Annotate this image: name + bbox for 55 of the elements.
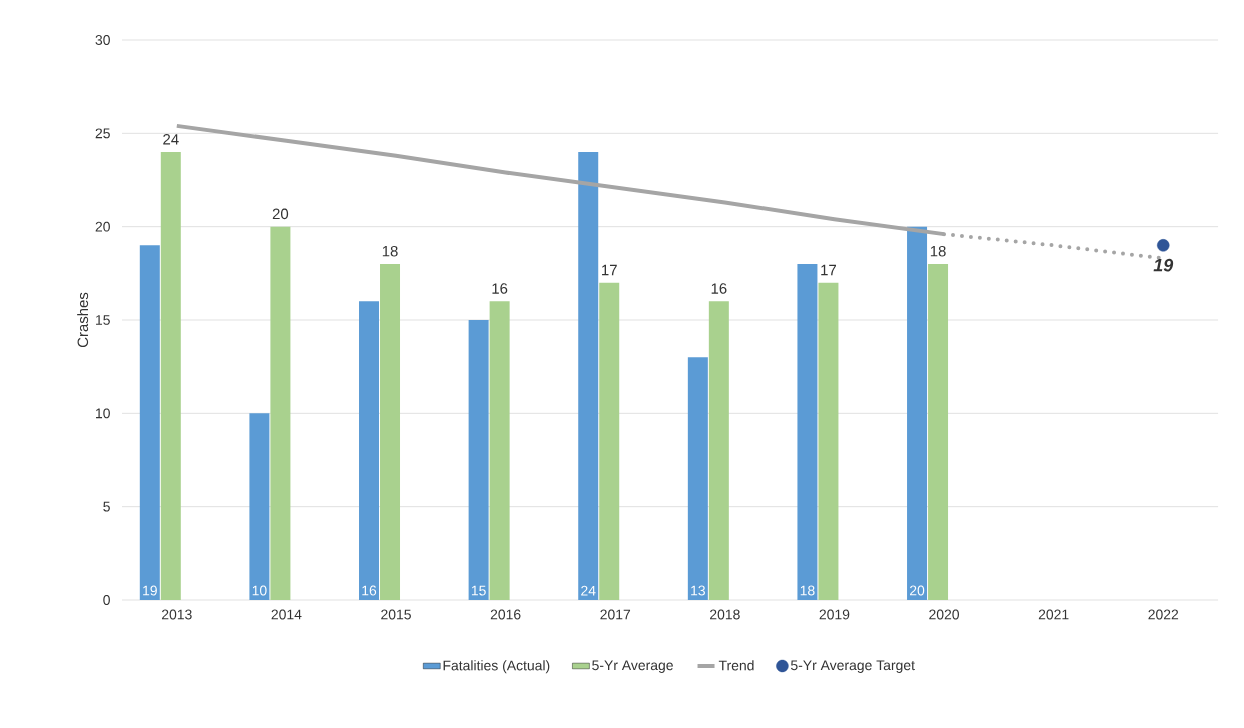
x-tick-label: 2014 <box>271 609 302 620</box>
legend-label: Trend <box>718 660 754 671</box>
x-tick-label: 2022 <box>1148 609 1179 620</box>
x-tick-label: 2019 <box>819 609 850 620</box>
data-label: 19 <box>1153 258 1174 272</box>
bar <box>270 226 291 600</box>
data-label: 18 <box>800 585 815 596</box>
x-tick-label: 2018 <box>710 609 740 620</box>
y-tick-label: 15 <box>96 315 110 325</box>
y-tick-label: 30 <box>95 35 110 45</box>
data-label: 17 <box>821 264 836 276</box>
data-label: 24 <box>581 585 596 596</box>
data-label: 13 <box>691 585 705 596</box>
data-label: 15 <box>471 585 486 596</box>
bar <box>818 282 839 600</box>
bar <box>708 301 729 600</box>
y-tick-label: 20 <box>95 221 110 232</box>
x-tick-label: 2021 <box>1038 609 1069 620</box>
bar <box>928 264 949 600</box>
data-label: 20 <box>909 585 925 596</box>
data-label: 18 <box>382 245 398 257</box>
bar <box>249 413 270 600</box>
data-label: 18 <box>930 245 946 257</box>
bar <box>468 320 489 600</box>
bar <box>160 152 181 600</box>
x-tick-label: 2017 <box>600 609 631 620</box>
data-label: 17 <box>602 264 617 276</box>
bar <box>489 301 510 600</box>
x-tick-label: 2020 <box>929 609 960 620</box>
data-label: 16 <box>492 283 508 294</box>
data-label: 24 <box>163 134 179 145</box>
data-label: 20 <box>272 208 289 220</box>
bar <box>359 301 380 600</box>
y-tick-label: 5 <box>103 501 110 512</box>
legend-label: 5-Yr Average Target <box>790 660 915 673</box>
data-label: 19 <box>143 585 157 596</box>
y-axis-title: Crashes <box>77 292 89 348</box>
legend-label: Fatalities (Actual) <box>443 660 550 674</box>
y-tick-label: 0 <box>103 595 110 605</box>
bar <box>797 264 818 600</box>
bar <box>139 245 160 600</box>
x-tick-label: 2013 <box>161 609 192 620</box>
legend-label: 5-Yr Average <box>592 660 673 673</box>
x-tick-label: 2016 <box>490 609 521 620</box>
y-tick-label: 25 <box>95 128 110 139</box>
bar <box>578 152 599 600</box>
x-tick-label: 2015 <box>381 609 411 620</box>
data-label: 16 <box>362 585 377 596</box>
bar <box>599 282 620 600</box>
bar <box>907 226 928 600</box>
bar <box>687 357 708 600</box>
bar <box>380 264 401 600</box>
y-tick-label: 10 <box>96 408 110 419</box>
data-label: 10 <box>252 585 267 596</box>
data-label: 16 <box>711 283 727 294</box>
